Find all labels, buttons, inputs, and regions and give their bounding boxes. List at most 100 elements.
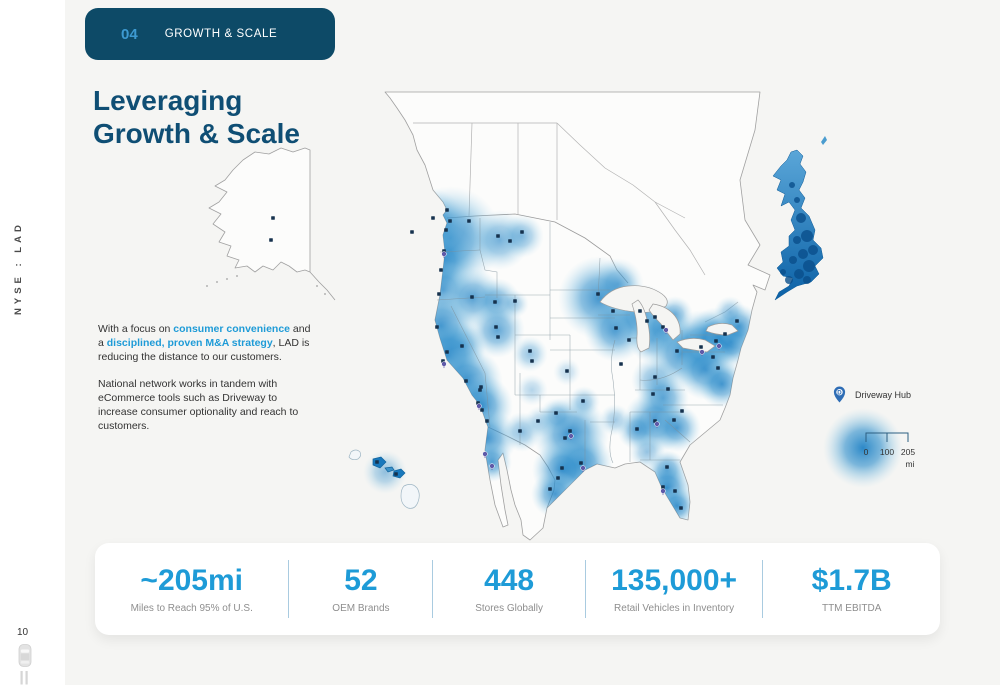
paragraph-strategy: With a focus on consumer convenience and… (98, 322, 318, 364)
driveway-hub-pin (580, 465, 586, 473)
driveway-hub-pin (441, 361, 447, 369)
store-marker (437, 292, 441, 296)
store-marker (530, 359, 534, 363)
text-segment: and a (98, 323, 311, 349)
page-number: 10 (17, 627, 29, 638)
coverage-blob (714, 296, 746, 328)
store-marker (435, 325, 439, 329)
car-road-icon (18, 644, 32, 685)
driveway-hub-pin (489, 463, 495, 471)
scale-bracket (865, 432, 909, 442)
driveway-hub-pin (654, 421, 660, 429)
store-marker (464, 379, 468, 383)
store-marker (579, 461, 583, 465)
store-marker (560, 466, 564, 470)
store-marker (431, 216, 435, 220)
store-marker (672, 418, 676, 422)
stat-label: Miles to Reach 95% of U.S. (130, 603, 253, 614)
store-marker (445, 350, 449, 354)
scale-tick-205: 205 (901, 447, 915, 457)
coverage-blob (512, 336, 548, 372)
store-marker (568, 429, 572, 433)
store-marker (536, 419, 540, 423)
store-marker (439, 268, 443, 272)
section-title: GROWTH & SCALE (164, 28, 278, 40)
legend-driveway-hub: D Driveway Hub (832, 385, 911, 404)
store-marker (479, 385, 483, 389)
store-marker (653, 315, 657, 319)
store-marker (565, 369, 569, 373)
driveway-hub-pin (660, 488, 666, 496)
store-marker (496, 234, 500, 238)
united-kingdom (772, 136, 827, 301)
store-marker (480, 408, 484, 412)
alaska (206, 147, 336, 301)
body-copy: With a focus on consumer convenience and… (98, 322, 318, 433)
stat-value: 135,000+ (611, 564, 738, 597)
store-marker (448, 219, 452, 223)
store-marker (528, 349, 532, 353)
store-marker (627, 338, 631, 342)
store-marker (661, 485, 665, 489)
coverage-blob (531, 470, 579, 518)
store-marker (596, 292, 600, 296)
store-marker (445, 208, 449, 212)
store-marker (394, 472, 398, 476)
store-marker (635, 427, 639, 431)
store-marker (520, 230, 524, 234)
page-title-line2: Growth & Scale (93, 118, 300, 149)
store-marker (665, 465, 669, 469)
stat-stores: 448 Stores Globally (433, 560, 586, 618)
driveway-hub-pin (441, 251, 447, 259)
store-marker (494, 325, 498, 329)
store-marker (714, 339, 718, 343)
stat-ebitda: $1.7B TTM EBITDA (763, 560, 940, 618)
legend-distance-scale: 0 100 205 mi (823, 408, 915, 488)
store-marker (716, 366, 720, 370)
store-marker (467, 219, 471, 223)
stat-label: TTM EBITDA (821, 603, 882, 614)
left-margin-strip (0, 0, 65, 685)
highlight-consumer-convenience: consumer convenience (173, 323, 291, 335)
stat-oem-brands: 52 OEM Brands (289, 560, 434, 618)
store-marker (513, 299, 517, 303)
coverage-blob (500, 214, 544, 258)
store-marker (699, 345, 703, 349)
stat-inventory: 135,000+ Retail Vehicles in Inventory (586, 560, 764, 618)
store-marker (653, 375, 657, 379)
store-marker (638, 309, 642, 313)
store-marker (410, 230, 414, 234)
store-marker (661, 325, 665, 329)
paragraph-network: National network works in tandem with eC… (98, 378, 299, 432)
text-segment: With a focus on (98, 323, 174, 335)
store-marker (645, 319, 649, 323)
driveway-hub-pin (476, 403, 482, 411)
store-marker (614, 326, 618, 330)
coverage-blob (653, 404, 701, 452)
store-marker (675, 349, 679, 353)
driveway-hub-pins-layer (441, 251, 722, 496)
store-marker (548, 487, 552, 491)
store-marker (508, 239, 512, 243)
store-marker (651, 392, 655, 396)
stat-label: OEM Brands (332, 603, 390, 614)
driveway-hub-pin (568, 433, 574, 441)
legend-heat-blob (823, 408, 903, 488)
north-america-coverage-map (206, 91, 827, 541)
stock-ticker-label: NYSE : LAD (13, 221, 24, 315)
store-marker (518, 429, 522, 433)
stat-miles: ~205mi Miles to Reach 95% of U.S. (95, 560, 290, 618)
page-title: Leveraging Growth & Scale (93, 84, 300, 150)
store-marker (478, 388, 482, 392)
store-marker (611, 309, 615, 313)
driveway-hub-pin (482, 451, 488, 459)
coverage-blob (599, 404, 631, 436)
shetland-islands (821, 136, 827, 145)
store-marker (723, 332, 727, 336)
scale-unit: mi (906, 459, 915, 469)
coverage-blob (698, 360, 746, 408)
stat-value: ~205mi (140, 564, 244, 597)
coverage-blob (472, 442, 512, 482)
store-marker (470, 295, 474, 299)
stat-label: Retail Vehicles in Inventory (614, 603, 735, 614)
